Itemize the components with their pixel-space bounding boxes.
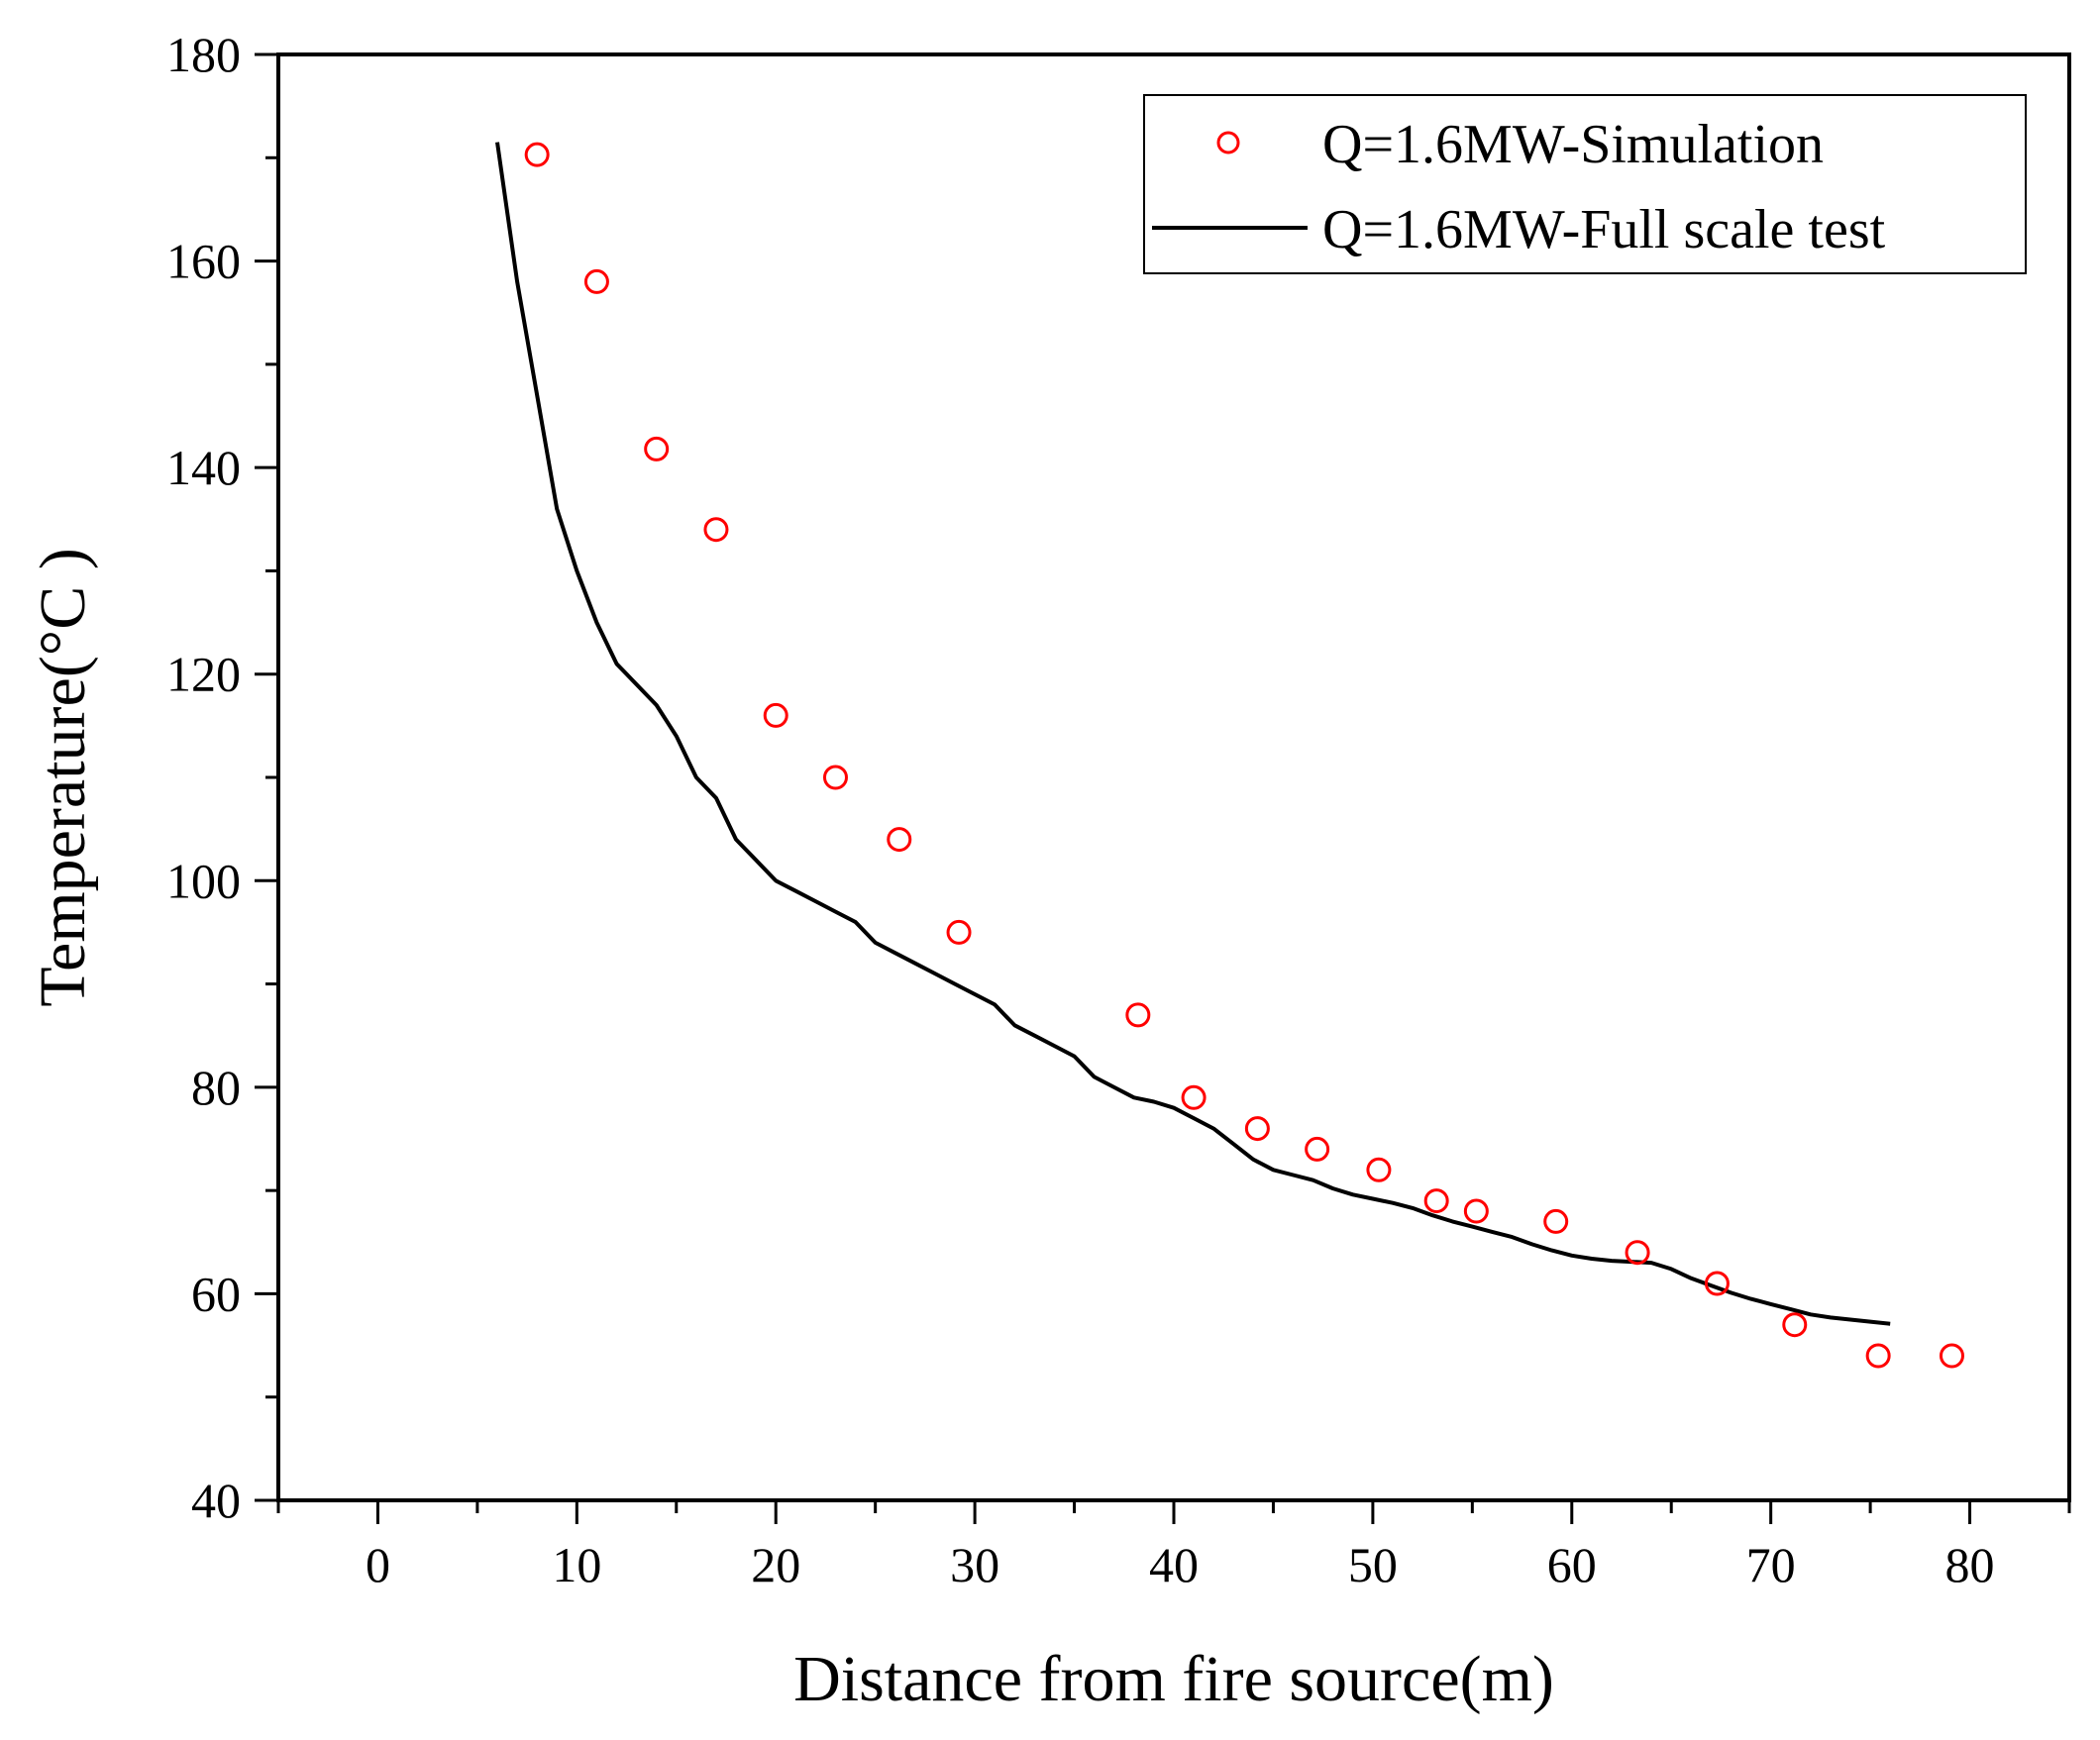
simulation-point [946, 919, 972, 945]
simulation-point [822, 765, 848, 790]
x-tick-label: 80 [1945, 1537, 1995, 1592]
x-tick-label: 10 [552, 1537, 601, 1592]
y-tick-label: 120 [166, 647, 241, 702]
x-tick-label: 70 [1746, 1537, 1796, 1592]
simulation-point [703, 517, 729, 543]
x-tick-label: 30 [950, 1537, 999, 1592]
legend-box [1143, 94, 2027, 274]
full-scale-test-series [495, 142, 1891, 1326]
simulation-point [1423, 1188, 1449, 1214]
y-tick-label: 40 [191, 1473, 241, 1528]
y-tick-labels: 40 60 80 100 120 140 160 180 [166, 27, 241, 1528]
full-scale-test-line [495, 142, 1891, 1326]
simulation-point [1244, 1116, 1270, 1142]
simulation-point [644, 436, 670, 461]
y-tick-label: 80 [191, 1060, 241, 1115]
simulation-point [887, 827, 912, 853]
x-tick-label: 60 [1547, 1537, 1597, 1592]
simulation-point [763, 702, 788, 728]
x-tick-labels: 0 10 20 30 40 50 60 70 80 [366, 1537, 1995, 1592]
x-tick-label: 40 [1149, 1537, 1199, 1592]
x-axis-title: Distance from fire source(m) [793, 1643, 1554, 1715]
x-tick-label: 20 [751, 1537, 800, 1592]
simulation-point [1181, 1084, 1207, 1110]
simulation-point [1782, 1312, 1808, 1338]
legend: Q=1.6MW-Simulation Q=1.6MW-Full scale te… [1143, 94, 2027, 274]
y-axis-title: Temperature(°C ) [27, 548, 99, 1006]
simulation-series [524, 142, 1964, 1369]
simulation-point [524, 142, 550, 167]
axis-ticks [255, 52, 2071, 1524]
simulation-point [1865, 1343, 1891, 1369]
simulation-point [1125, 1002, 1151, 1028]
y-tick-label: 160 [166, 234, 241, 289]
y-tick-label: 140 [166, 440, 241, 495]
y-tick-label: 60 [191, 1266, 241, 1321]
simulation-point [1625, 1240, 1650, 1266]
simulation-point [583, 268, 609, 294]
simulation-point [1305, 1136, 1330, 1162]
x-tick-label: 0 [366, 1537, 390, 1592]
simulation-point [1366, 1157, 1392, 1182]
simulation-point [1939, 1343, 1964, 1369]
y-tick-label: 100 [166, 853, 241, 908]
simulation-point [1543, 1208, 1569, 1234]
x-tick-label: 50 [1348, 1537, 1398, 1592]
y-tick-label: 180 [166, 27, 241, 82]
simulation-point [1463, 1198, 1489, 1224]
legend-label-full-scale-test: Q=1.6MW-Full scale test [1322, 199, 1886, 260]
legend-marker-simulation [1216, 131, 1240, 154]
simulation-point [1704, 1271, 1730, 1296]
legend-label-simulation: Q=1.6MW-Simulation [1322, 114, 1824, 175]
